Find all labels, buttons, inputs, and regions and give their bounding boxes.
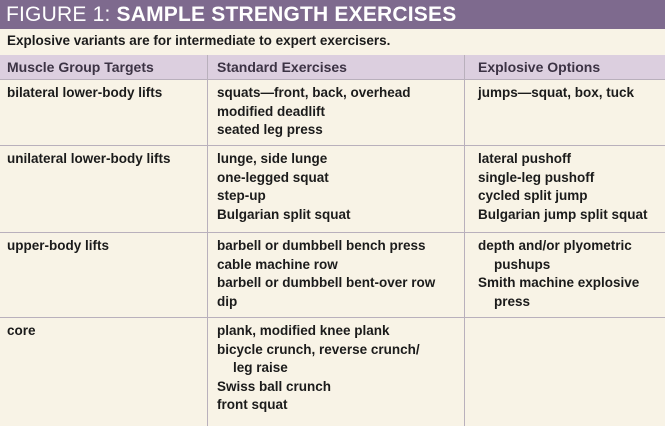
column-header-standard-exercises: Standard Exercises [217, 59, 347, 75]
muscle-group-label: upper-body lifts [7, 238, 109, 253]
muscle-group-label: core [7, 323, 36, 338]
column-divider [464, 55, 465, 426]
muscle-group-label: unilateral lower-body lifts [7, 151, 171, 166]
table-row-muscle-group: core [7, 322, 36, 341]
table-row-standard-exercises: squats—front, back, overhead modified de… [217, 84, 411, 140]
figure-title-text: SAMPLE STRENGTH EXERCISES [116, 3, 457, 26]
exercise-item: step-up [217, 188, 266, 204]
column-divider [207, 55, 208, 426]
exercise-item-continuation: leg raise [233, 360, 288, 376]
row-divider [0, 232, 665, 233]
table-row-standard-exercises: plank, modified knee plank bicycle crunc… [217, 322, 420, 415]
exercise-item: squats—front, back, overhead [217, 85, 411, 100]
table-row-explosive-options: depth and/or plyometric pushups Smith ma… [478, 237, 639, 311]
exercise-item: plank, modified knee plank [217, 323, 390, 338]
table-row-standard-exercises: barbell or dumbbell bench press cable ma… [217, 237, 435, 311]
exercise-item: lunge, side lunge [217, 151, 328, 166]
column-header-muscle-group: Muscle Group Targets [7, 59, 154, 75]
column-header-explosive-options: Explosive Options [478, 59, 601, 75]
row-divider [0, 145, 665, 146]
figure-subtitle: Explosive variants are for intermediate … [7, 33, 391, 48]
exercise-item: Swiss ball crunch [217, 378, 332, 394]
explosive-item: Smith machine explosive [478, 275, 640, 291]
table-row-muscle-group: unilateral lower-body lifts [7, 150, 171, 169]
explosive-item: jumps—squat, box, tuck [478, 85, 635, 100]
table-row-muscle-group: bilateral lower-body lifts [7, 84, 162, 103]
table-row-standard-exercises: lunge, side lunge one-legged squat step-… [217, 150, 351, 224]
exercise-item: barbell or dumbbell bench press [217, 238, 426, 253]
exercise-item: Bulgarian split squat [217, 206, 351, 222]
table-row-muscle-group: upper-body lifts [7, 237, 109, 256]
explosive-item: Bulgarian jump split squat [478, 206, 648, 222]
exercise-item: dip [217, 293, 238, 309]
row-divider [0, 317, 665, 318]
explosive-item: single-leg pushoff [478, 169, 595, 185]
explosive-item-continuation: pushups [494, 256, 551, 272]
exercise-item: cable machine row [217, 256, 338, 272]
explosive-item-continuation: press [494, 293, 531, 309]
explosive-item: depth and/or plyometric [478, 238, 632, 253]
exercise-item: seated leg press [217, 122, 323, 138]
exercise-item: front squat [217, 397, 288, 413]
figure-label: FIGURE 1: [6, 3, 111, 26]
exercise-item: one-legged squat [217, 169, 329, 185]
table-row-explosive-options: jumps—squat, box, tuck [478, 84, 634, 103]
muscle-group-label: bilateral lower-body lifts [7, 85, 163, 100]
exercise-item: barbell or dumbbell bent-over row [217, 275, 436, 291]
explosive-item: lateral pushoff [478, 151, 572, 166]
exercise-item: bicycle crunch, reverse crunch/ [217, 341, 420, 357]
figure-title: FIGURE 1: SAMPLE STRENGTH EXERCISES [0, 0, 665, 29]
table-header-row [0, 55, 665, 79]
explosive-item: cycled split jump [478, 188, 588, 204]
row-divider [0, 79, 665, 80]
table-row-explosive-options: lateral pushoff single-leg pushoff cycle… [478, 150, 648, 224]
exercise-item: modified deadlift [217, 103, 325, 119]
